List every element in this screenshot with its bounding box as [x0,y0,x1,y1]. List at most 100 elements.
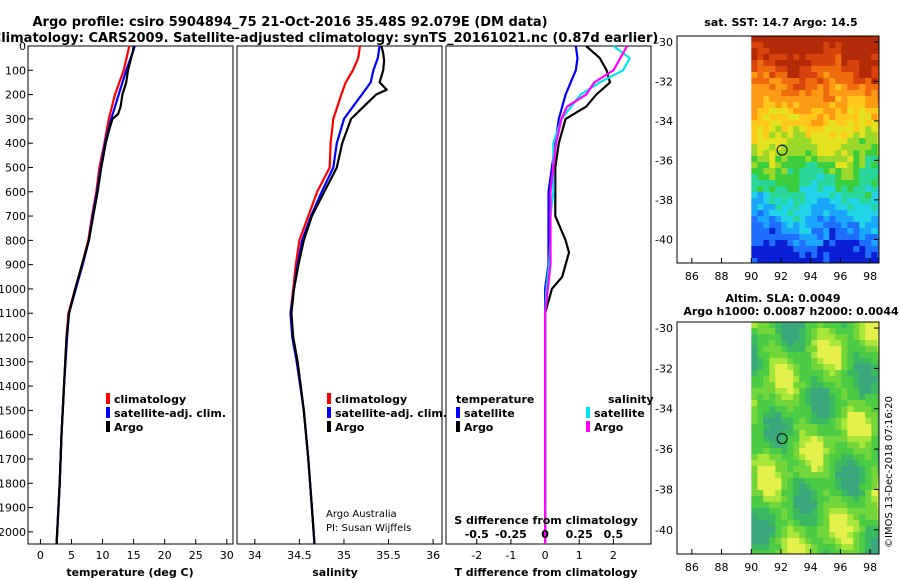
heatmap-cell [871,126,878,133]
heatmap-cell [877,382,879,389]
heatmap-cell [793,340,800,347]
heatmap-cell [853,138,860,145]
heatmap-cell [829,48,836,55]
sst-map-frame [676,35,880,264]
heatmap-cell [835,400,842,407]
heatmap-cell [769,228,776,235]
heatmap-cell [775,442,782,449]
heatmap-cell [853,406,860,413]
heatmap-cell [763,346,770,353]
heatmap-cell [793,36,800,43]
heatmap-cell [823,216,830,223]
heatmap-cell [841,186,848,193]
heatmap-cell [847,496,854,503]
heatmap-cell [793,532,800,539]
heatmap-cell [751,382,758,389]
heatmap-cell [835,376,842,383]
heatmap-cell [769,96,776,103]
heatmap-cell [811,340,818,347]
heatmap-cell [763,240,770,247]
heatmap-cell [781,544,788,551]
x-tick-label: 92 [774,270,788,283]
legend-swatch-climatology [327,393,331,404]
heatmap-cell [799,72,806,79]
x-tick-label: 90 [744,561,758,574]
heatmap-cell [877,126,879,133]
heatmap-cell [817,240,824,247]
heatmap-cell [877,550,879,554]
salinity-axis-label: salinity [312,566,358,579]
heatmap-cell [781,54,788,61]
heatmap-cell [781,382,788,389]
heatmap-cell [805,448,812,455]
heatmap-cell [871,216,878,223]
heatmap-cell [841,400,848,407]
heatmap-cell [823,240,830,247]
heatmap-cell [811,198,818,205]
heatmap-cell [823,346,830,353]
heatmap-cell [877,370,879,377]
heatmap-cell [865,60,872,67]
heatmap-cell [781,502,788,509]
heatmap-cell [817,222,824,229]
heatmap-cell [823,514,830,521]
heatmap-cell [847,84,854,91]
y-tick-label: -32 [655,362,673,375]
heatmap-cell [787,120,794,127]
heatmap-cell [787,424,794,431]
heatmap-cell [853,388,860,395]
heatmap-cell [769,174,776,181]
heatmap-cell [757,322,764,329]
heatmap-cell [871,102,878,109]
heatmap-cell [835,72,842,79]
y-tick-label: -40 [655,233,673,246]
heatmap-cell [787,60,794,67]
heatmap-cell [859,520,866,527]
heatmap-cell [769,496,776,503]
heatmap-cell [877,108,879,115]
heatmap-cell [769,502,776,509]
heatmap-cell [775,334,782,341]
heatmap-cell [865,84,872,91]
heatmap-cell [781,328,788,335]
heatmap-cell [847,364,854,371]
heatmap-cell [793,96,800,103]
heatmap-cell [757,156,764,163]
heatmap-cell [829,156,836,163]
heatmap-cell [811,90,818,97]
y-tick-label: -36 [655,443,673,456]
heatmap-cell [799,252,806,259]
heatmap-cell [751,186,758,193]
heatmap-cell [835,60,842,67]
heatmap-cell [817,180,824,187]
heatmap-cell [805,216,812,223]
heatmap-cell [805,72,812,79]
heatmap-cell [841,406,848,413]
heatmap-cell [793,430,800,437]
heatmap-cell [799,382,806,389]
heatmap-cell [775,198,782,205]
heatmap-cell [787,180,794,187]
heatmap-cell [817,502,824,509]
heatmap-cell [835,174,842,181]
heatmap-cell [853,322,860,329]
heatmap-cell [787,448,794,455]
heatmap-cell [841,382,848,389]
heatmap-cell [763,424,770,431]
series-line-climatology [55,45,131,545]
heatmap-cell [865,36,872,43]
heatmap-cell [757,328,764,335]
heatmap-cell [751,376,758,383]
heatmap-cell [835,258,842,263]
heatmap-cell [793,328,800,335]
heatmap-cell [775,174,782,181]
heatmap-cell [865,532,872,539]
heatmap-cell [787,258,794,263]
heatmap-cell [799,168,806,175]
x-tick-label: 94 [804,270,818,283]
heatmap-cell [847,192,854,199]
heatmap-cell [841,538,848,545]
heatmap-cell [859,36,866,43]
heatmap-cell [817,400,824,407]
heatmap-cell [775,126,782,133]
